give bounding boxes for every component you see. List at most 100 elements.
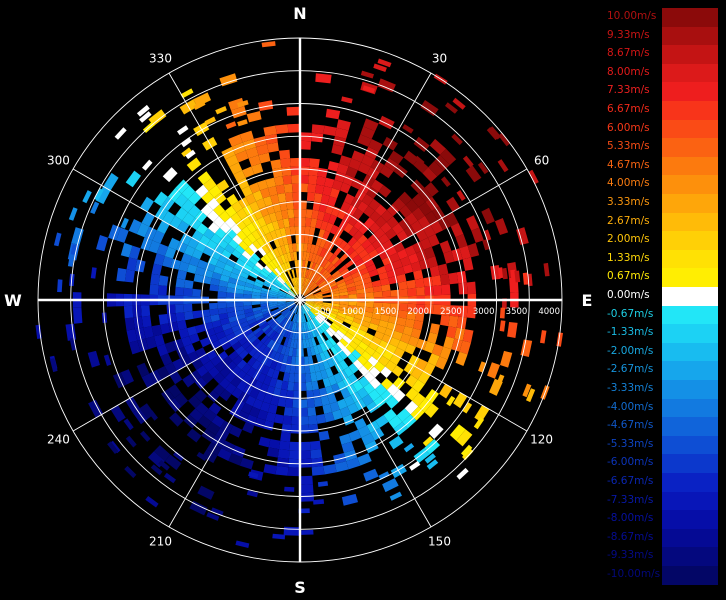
velocity-cell: [224, 217, 236, 229]
velocity-cell: [278, 275, 286, 284]
velocity-cell: [96, 235, 109, 252]
velocity-cell: [398, 281, 408, 290]
velocity-cell: [245, 315, 256, 322]
velocity-cell: [260, 295, 269, 299]
velocity-cell: [180, 88, 194, 99]
velocity-cell: [276, 246, 284, 256]
velocity-cell: [458, 305, 468, 318]
velocity-cell: [368, 269, 379, 278]
velocity-cell: [260, 305, 270, 310]
velocity-cell: [339, 291, 349, 296]
bearing-label: 240: [47, 433, 70, 447]
velocity-cell: [169, 215, 183, 229]
velocity-cell: [422, 167, 438, 183]
velocity-cell: [239, 321, 249, 329]
velocity-cell: [302, 286, 307, 295]
velocity-cell: [429, 265, 440, 277]
velocity-cell: [233, 170, 246, 182]
velocity-cell: [361, 433, 375, 446]
velocity-cell: [348, 363, 359, 374]
velocity-cell: [213, 204, 226, 217]
velocity-cell: [223, 327, 234, 337]
velocity-cell: [142, 159, 153, 171]
velocity-cell: [134, 327, 146, 341]
velocity-cell: [331, 303, 340, 307]
velocity-cell: [210, 339, 222, 350]
velocity-cell: [294, 373, 300, 383]
velocity-cell: [200, 203, 214, 217]
velocity-cell: [446, 196, 460, 212]
colorbar-label: 2.67m/s: [607, 214, 650, 227]
velocity-cell: [269, 290, 279, 295]
velocity-cell: [273, 238, 281, 248]
velocity-cell: [189, 408, 204, 422]
velocity-cell: [388, 435, 404, 450]
velocity-cell: [378, 185, 392, 198]
velocity-cell: [327, 326, 336, 335]
velocity-cell: [308, 252, 314, 262]
velocity-cell: [352, 380, 364, 392]
velocity-cell: [414, 278, 425, 288]
velocity-cell: [292, 191, 300, 201]
velocity-cell: [304, 303, 311, 311]
colorbar-row: -8.67m/s: [604, 528, 718, 548]
colorbar-swatch: [662, 324, 718, 343]
velocity-cell: [237, 119, 248, 127]
velocity-cell: [280, 345, 287, 355]
velocity-cell: [279, 149, 291, 160]
velocity-cell: [261, 324, 271, 333]
velocity-cell: [430, 220, 444, 234]
velocity-cell: [226, 228, 237, 240]
velocity-cell: [329, 324, 339, 333]
radial-gridline: [299, 299, 432, 528]
velocity-cell: [364, 332, 375, 342]
velocity-cell: [323, 330, 332, 340]
velocity-cell: [399, 204, 412, 218]
velocity-cell: [371, 238, 383, 250]
velocity-cell: [196, 223, 209, 235]
radial-gridline: [72, 299, 301, 432]
velocity-cell: [256, 353, 266, 363]
velocity-cell: [287, 320, 293, 330]
velocity-cell: [221, 322, 232, 331]
velocity-cell: [90, 267, 97, 279]
velocity-cell: [256, 317, 266, 325]
velocity-cell: [427, 353, 440, 366]
velocity-cell: [369, 366, 381, 378]
velocity-cell: [269, 292, 278, 296]
velocity-cell: [226, 193, 239, 206]
cardinal-label: E: [582, 291, 593, 310]
velocity-cell: [302, 339, 307, 349]
velocity-cell: [195, 324, 206, 334]
bearing-label: 330: [149, 51, 172, 65]
velocity-cell: [252, 190, 263, 202]
velocity-cell: [453, 392, 468, 409]
velocity-cell: [329, 187, 340, 199]
velocity-cell: [404, 343, 416, 355]
velocity-cell: [289, 303, 296, 311]
velocity-cell: [197, 171, 212, 185]
velocity-cell: [379, 165, 394, 179]
velocity-cell: [277, 237, 285, 247]
velocity-cell: [293, 390, 300, 400]
velocity-cell: [268, 212, 278, 223]
velocity-cell: [347, 328, 357, 337]
colorbar-label: 0.67m/s: [607, 270, 650, 283]
colorbar-swatch: [662, 361, 718, 380]
velocity-cell: [290, 166, 300, 176]
velocity-cell: [237, 317, 248, 325]
velocity-cell: [466, 305, 477, 319]
velocity-cell: [315, 73, 332, 84]
velocity-cell: [363, 360, 374, 372]
velocity-cell: [336, 163, 349, 175]
velocity-cell: [253, 309, 262, 315]
velocity-cell: [286, 280, 293, 289]
velocity-cell: [307, 320, 313, 330]
velocity-cell: [424, 286, 434, 296]
velocity-cell: [178, 328, 190, 339]
velocity-cell: [364, 306, 374, 313]
velocity-cell: [358, 324, 369, 333]
velocity-cell: [351, 271, 361, 279]
velocity-cell: [302, 305, 306, 314]
velocity-cell: [300, 365, 306, 374]
